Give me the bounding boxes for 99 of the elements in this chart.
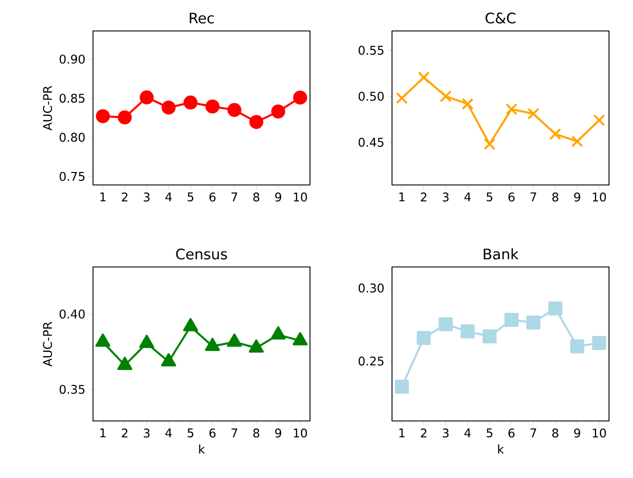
point <box>396 92 408 104</box>
y-tick-label: 0.30 <box>358 284 384 293</box>
y-tick-label: 0.85 <box>60 94 84 103</box>
point <box>161 353 176 366</box>
point <box>293 90 308 105</box>
point <box>162 100 176 115</box>
x-tick-label: 6 <box>508 428 515 438</box>
point <box>270 326 286 340</box>
chart-title: Census <box>176 248 227 260</box>
x-tick-label: 2 <box>122 192 128 202</box>
x-tick-label: 2 <box>420 192 426 202</box>
y-tick-label: 0.50 <box>358 92 384 101</box>
x-tick-label: 7 <box>530 428 536 438</box>
x-tick-label: 10 <box>592 428 606 438</box>
point <box>504 312 518 327</box>
point <box>139 334 154 348</box>
x-tick-label: 5 <box>486 192 492 202</box>
x-tick-label: 4 <box>464 428 471 438</box>
x-tick-label: 1 <box>100 428 106 438</box>
point <box>592 336 606 350</box>
point <box>96 109 110 124</box>
chart-title: C&C <box>486 12 516 24</box>
point <box>140 90 154 104</box>
x-tick-label: 3 <box>442 428 449 438</box>
point <box>95 334 110 347</box>
chart-title: Bank <box>484 248 519 260</box>
point <box>226 334 242 347</box>
y-tick-label: 0.45 <box>358 138 384 147</box>
x-axis-title: k <box>498 444 504 454</box>
x-tick-label: 9 <box>574 428 580 438</box>
x-tick-label: 2 <box>420 428 426 438</box>
x-tick-label: 4 <box>464 192 471 202</box>
point <box>183 318 198 332</box>
y-tick-label: 0.55 <box>358 46 384 55</box>
y-tick-label: 0.75 <box>60 172 84 181</box>
point <box>460 324 475 338</box>
point <box>292 332 308 346</box>
y-tick-label: 0.35 <box>60 384 84 394</box>
x-tick-label: 5 <box>188 428 194 438</box>
x-tick-label: 9 <box>275 428 282 438</box>
x-tick-label: 6 <box>209 192 216 202</box>
x-tick-label: 2 <box>122 428 128 438</box>
x-tick-label: 3 <box>144 192 150 202</box>
x-tick-label: 3 <box>442 192 449 202</box>
x-tick-label: 9 <box>275 192 282 202</box>
x-tick-label: 4 <box>165 192 172 202</box>
x-tick-label: 10 <box>294 428 307 438</box>
x-tick-label: 1 <box>399 192 405 202</box>
point <box>249 114 264 129</box>
point <box>418 71 430 84</box>
point <box>482 329 497 344</box>
point <box>440 90 452 102</box>
x-tick-label: 6 <box>508 192 515 202</box>
x-tick-label: 1 <box>399 428 405 438</box>
point <box>394 380 409 394</box>
point <box>204 338 220 351</box>
x-tick-label: 1 <box>100 192 106 202</box>
x-tick-label: 10 <box>592 192 606 202</box>
point <box>549 128 562 140</box>
point <box>571 135 584 148</box>
point <box>462 98 474 110</box>
chart-title: Rec <box>190 12 214 24</box>
y-tick-label: 0.90 <box>60 54 85 64</box>
x-tick-label: 8 <box>552 192 558 202</box>
point <box>593 114 606 126</box>
point <box>438 317 453 332</box>
y-tick-label: 0.40 <box>60 309 85 319</box>
x-tick-label: 7 <box>232 192 238 202</box>
point <box>570 339 584 354</box>
x-tick-label: 4 <box>165 428 172 438</box>
point <box>271 104 286 119</box>
point <box>506 103 518 116</box>
x-tick-label: 9 <box>574 192 580 202</box>
x-tick-label: 8 <box>253 428 260 438</box>
point <box>527 108 540 120</box>
y-tick-label: 0.25 <box>358 356 384 366</box>
point <box>205 100 220 114</box>
x-tick-label: 7 <box>232 428 238 438</box>
point <box>248 339 264 353</box>
point <box>526 316 540 330</box>
x-tick-label: 7 <box>530 192 536 202</box>
point <box>227 102 242 117</box>
x-tick-label: 8 <box>253 192 260 202</box>
x-axis-title: k <box>199 444 205 454</box>
point <box>416 330 431 345</box>
x-tick-label: 3 <box>144 428 150 438</box>
x-tick-label: 6 <box>209 428 216 438</box>
point <box>548 301 562 316</box>
point <box>184 96 198 110</box>
y-tick-label: 0.80 <box>60 132 85 142</box>
y-axis-title: AUC-PR <box>42 322 52 366</box>
y-axis-title: AUC-PR <box>42 86 52 130</box>
x-tick-label: 5 <box>486 428 492 438</box>
x-tick-label: 10 <box>294 192 307 202</box>
x-tick-label: 8 <box>552 428 558 438</box>
point <box>118 110 132 124</box>
point <box>117 356 132 370</box>
x-tick-label: 5 <box>188 192 194 202</box>
point <box>484 138 496 150</box>
